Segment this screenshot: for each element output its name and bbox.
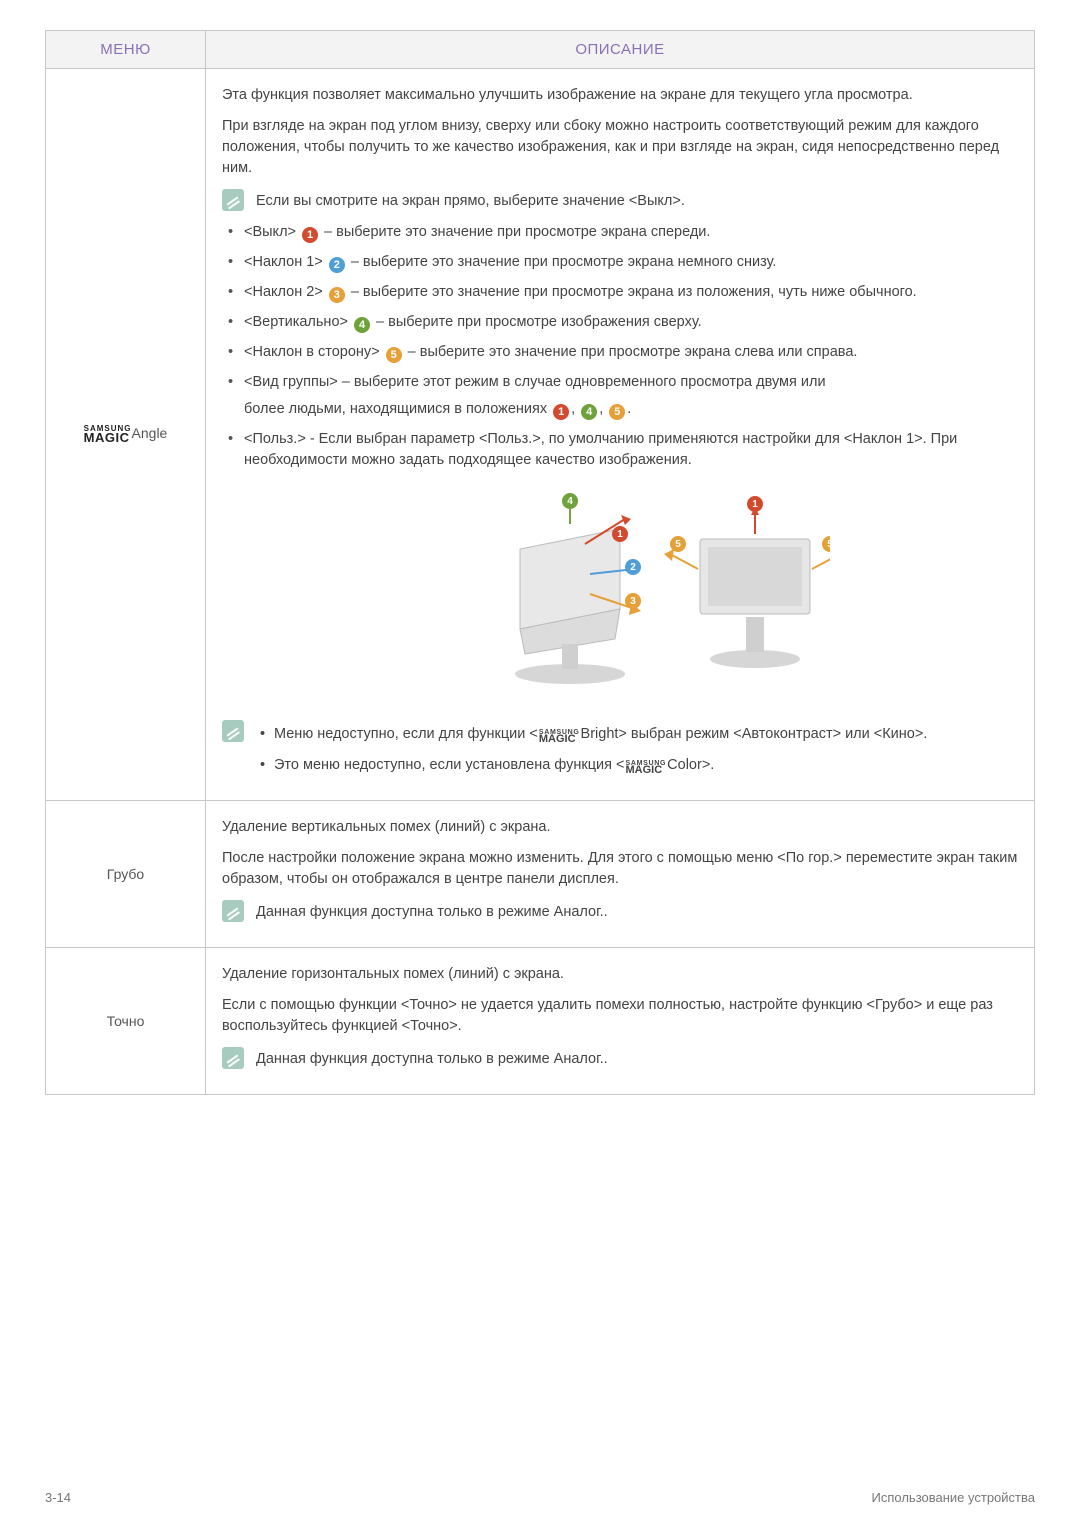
options-list: <Выкл> 1 – выберите это значение при про… xyxy=(222,222,1018,471)
svg-text:5: 5 xyxy=(675,539,681,550)
list-item: <Выкл> 1 – выберите это значение при про… xyxy=(222,222,1018,243)
badge-4-icon: 4 xyxy=(581,404,597,420)
page: МЕНЮ ОПИСАНИЕ SAMSUNG MAGIC Angle Эта фу… xyxy=(0,0,1080,1527)
note-icon xyxy=(222,1047,244,1069)
list-item: <Вид группы> – выберите этот режим в слу… xyxy=(222,372,1018,420)
note-icon xyxy=(222,189,244,211)
menu-label-suffix: Angle xyxy=(132,425,168,441)
list-item: Меню недоступно, если для функции <SAMSU… xyxy=(256,724,927,745)
paragraph: Эта функция позволяет максимально улучши… xyxy=(222,85,1018,106)
list-item: <Наклон в сторону> 5 – выберите это знач… xyxy=(222,342,1018,363)
list-item: <Вертикально> 4 – выберите при просмотре… xyxy=(222,312,1018,333)
svg-text:3: 3 xyxy=(630,596,636,607)
badge-2-icon: 2 xyxy=(329,257,345,273)
menu-cell-magic-angle: SAMSUNG MAGIC Angle xyxy=(46,69,206,801)
samsung-magic-logo: SAMSUNGMAGIC xyxy=(539,729,580,745)
paragraph: При взгляде на экран под углом внизу, св… xyxy=(222,116,1018,179)
badge-1-icon: 1 xyxy=(553,404,569,420)
table-row: Грубо Удаление вертикальных помех (линий… xyxy=(46,801,1035,948)
menu-cell-fine: Точно xyxy=(46,948,206,1095)
paragraph: Если с помощью функции <Точно> не удаетс… xyxy=(222,995,1018,1037)
paragraph: Удаление горизонтальных помех (линий) с … xyxy=(222,964,1018,985)
paragraph: Удаление вертикальных помех (линий) с эк… xyxy=(222,817,1018,838)
note-icon xyxy=(222,900,244,922)
svg-text:2: 2 xyxy=(630,562,636,573)
badge-3-icon: 3 xyxy=(329,287,345,303)
col-menu-header: МЕНЮ xyxy=(46,31,206,69)
tip-block: Если вы смотрите на экран прямо, выберит… xyxy=(222,189,1018,212)
angle-diagram: 4 1 2 3 xyxy=(222,489,1018,706)
list-item: <Наклон 1> 2 – выберите это значение при… xyxy=(222,252,1018,273)
tip-text: Данная функция доступна только в режиме … xyxy=(256,900,1018,923)
table-row: SAMSUNG MAGIC Angle Эта функция позволяе… xyxy=(46,69,1035,801)
samsung-magic-logo: SAMSUNGMAGIC xyxy=(625,760,666,776)
desc-cell-coarse: Удаление вертикальных помех (линий) с эк… xyxy=(206,801,1035,948)
page-footer: 3-14 Использование устройства xyxy=(45,1490,1035,1505)
svg-text:4: 4 xyxy=(567,496,573,507)
note-icon xyxy=(222,720,244,742)
svg-text:1: 1 xyxy=(752,499,758,510)
note-block: Меню недоступно, если для функции <SAMSU… xyxy=(222,720,1018,786)
samsung-magic-logo: SAMSUNG MAGIC xyxy=(84,425,132,444)
diagram-svg: 4 1 2 3 xyxy=(410,489,830,699)
tip-text: Если вы смотрите на экран прямо, выберит… xyxy=(256,189,1018,212)
desc-cell-magic-angle: Эта функция позволяет максимально улучши… xyxy=(206,69,1035,801)
badge-4-icon: 4 xyxy=(354,317,370,333)
svg-text:5: 5 xyxy=(827,539,830,550)
list-item: Это меню недоступно, если установлена фу… xyxy=(256,755,927,776)
tip-block: Данная функция доступна только в режиме … xyxy=(222,1047,1018,1070)
badge-5-icon: 5 xyxy=(386,347,402,363)
tip-text: Данная функция доступна только в режиме … xyxy=(256,1047,1018,1070)
note-list: Меню недоступно, если для функции <SAMSU… xyxy=(256,720,927,786)
badge-1-icon: 1 xyxy=(302,227,318,243)
settings-table: МЕНЮ ОПИСАНИЕ SAMSUNG MAGIC Angle Эта фу… xyxy=(45,30,1035,1095)
list-item: <Польз.> - Если выбран параметр <Польз.>… xyxy=(222,429,1018,471)
tip-block: Данная функция доступна только в режиме … xyxy=(222,900,1018,923)
table-row: Точно Удаление горизонтальных помех (лин… xyxy=(46,948,1035,1095)
badge-5-icon: 5 xyxy=(609,404,625,420)
table-header-row: МЕНЮ ОПИСАНИЕ xyxy=(46,31,1035,69)
svg-text:1: 1 xyxy=(617,529,623,540)
menu-cell-coarse: Грубо xyxy=(46,801,206,948)
page-number: 3-14 xyxy=(45,1490,71,1505)
paragraph: После настройки положение экрана можно и… xyxy=(222,848,1018,890)
list-item: <Наклон 2> 3 – выберите это значение при… xyxy=(222,282,1018,303)
col-desc-header: ОПИСАНИЕ xyxy=(206,31,1035,69)
footer-title: Использование устройства xyxy=(872,1490,1035,1505)
desc-cell-fine: Удаление горизонтальных помех (линий) с … xyxy=(206,948,1035,1095)
